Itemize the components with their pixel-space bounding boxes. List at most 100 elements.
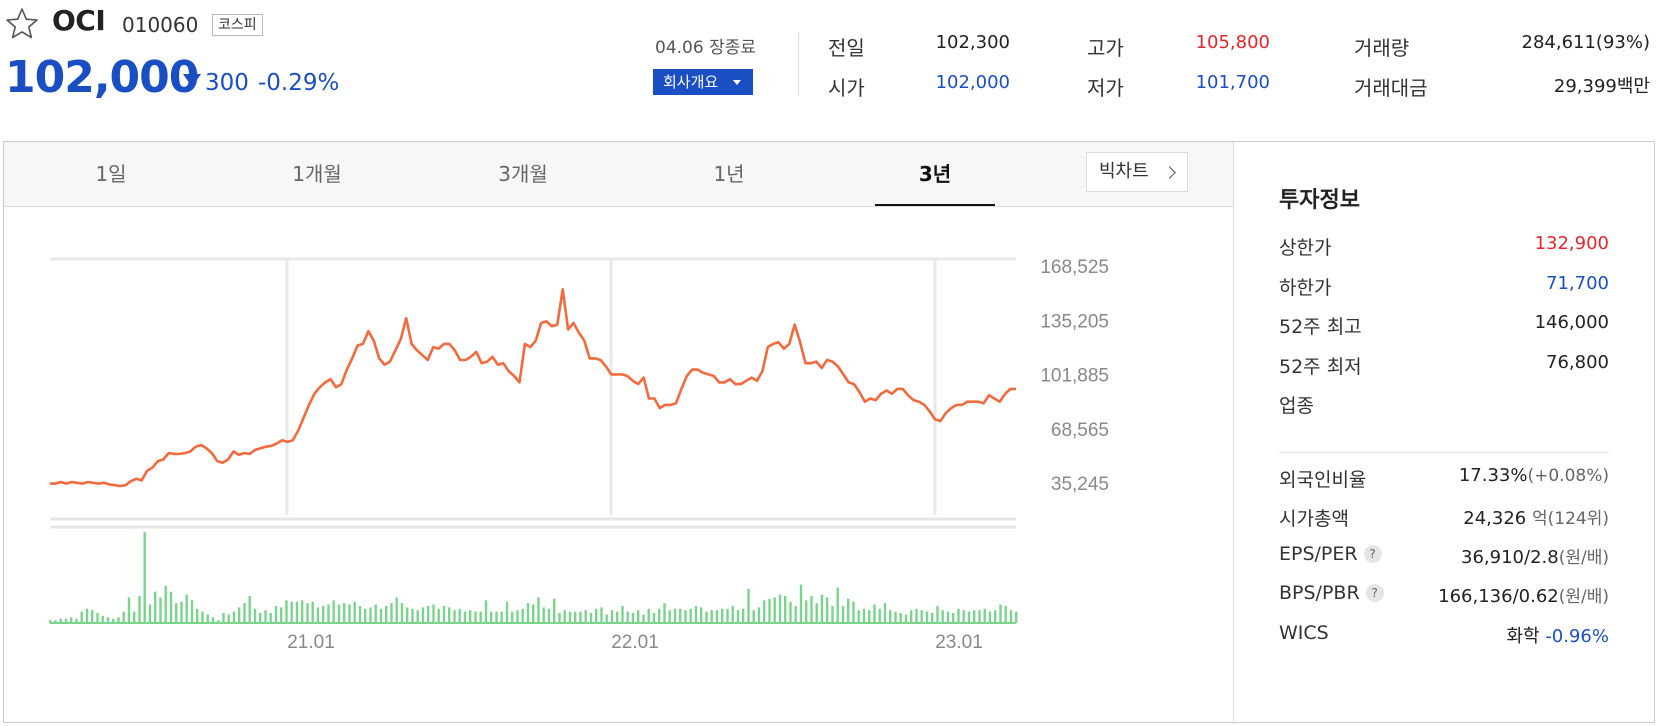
volume-bar [915,608,918,623]
bps-pbr-label: BPS/PBR [1279,582,1360,604]
volume-bar [169,591,173,623]
volume-bar [280,607,283,623]
chart-panel: 1일 1개월 3개월 1년 3년 빅차트 168,525 135,205 101,8… [3,141,1655,723]
wics-change: -0.96% [1545,626,1609,647]
volume-bar [757,607,761,623]
volume-bar [437,608,440,623]
eps-per-value: 36,910/2.8(원/배) [1461,543,1609,568]
volume-bar [458,608,461,623]
eps-per-unit: (원/배) [1558,548,1609,568]
volume-bar [537,597,540,623]
y-tick-label: 101,885 [1040,366,1109,387]
volume-bar [301,600,304,624]
volume-bar [248,596,251,623]
volume-bar [605,614,608,623]
volume-bar [353,601,356,623]
volume-bar [400,603,404,623]
volume-bar [269,613,272,623]
volume-bar [54,620,57,623]
volume-bar [988,611,992,623]
tab-3year[interactable]: 3년 [875,142,995,206]
volume-bar [521,608,524,623]
volume-bar [574,611,577,623]
foreign-ratio-value: 17.33%(+0.08%) [1459,465,1609,486]
volume-bar [175,603,178,623]
volume-bar [595,608,598,623]
52w-high-value: 146,000 [1534,312,1609,333]
volume-bar [600,607,603,623]
volume-bar [647,608,650,623]
volume-bar [453,610,456,623]
52w-low-row: 52주 최저 76,800 [1279,352,1609,382]
volume-bar [133,611,136,623]
volume-bar [206,614,209,623]
volume-bar [64,618,68,623]
help-question-icon[interactable]: ? [1365,584,1384,602]
price-change: 300 [205,70,249,96]
panel-divider [1233,142,1234,722]
volume-bar [705,611,708,623]
volume-bar [127,597,131,623]
tab-3month[interactable]: 3개월 [498,162,548,186]
tab-1year[interactable]: 1년 [713,162,745,186]
volume-bar [952,613,955,623]
volume-bar [584,610,587,623]
volume-bar [558,613,561,623]
volume-bar [70,617,73,623]
volume-bar [337,604,341,623]
bps-pbr-value: 166,136/0.62(원/배) [1438,582,1609,607]
volume-bar [96,613,99,623]
volume-bar [311,601,314,623]
header-divider [798,33,799,96]
volume-bar [327,604,330,623]
bps-pbr-label-wrap: BPS/PBR? [1279,582,1384,604]
volume-bar [747,588,750,623]
bigchart-button[interactable]: 빅차트 [1086,152,1188,192]
market-cap-unit: 억 [1532,509,1548,529]
volume-bar [826,597,829,623]
volume-bar [385,605,388,623]
amount-value: 29,399백만 [1553,76,1650,97]
company-info-button[interactable]: 회사개요 [653,69,753,95]
volume-bar [962,610,965,623]
volume-bar [259,613,262,623]
volume-bar [122,611,125,623]
market-status: 04.06 장종료 [655,38,756,58]
volume-bar [238,607,241,623]
volume-bar [390,603,393,623]
help-question-icon[interactable]: ? [1363,545,1382,563]
volume-bar [164,586,167,623]
volume-bar [815,603,818,623]
volume-bar [274,605,278,623]
volume-bar [946,611,950,623]
volume-value: 284,611(93%) [1521,32,1651,53]
volume-bar [516,610,519,623]
foreign-ratio-row: 외국인비율 17.33%(+0.08%) [1279,465,1609,495]
volume-bar [983,608,986,623]
favorite-star-icon[interactable] [4,6,40,42]
volume-bar [264,610,267,623]
eps-per-row: EPS/PER? 36,910/2.8(원/배) [1279,543,1609,573]
current-price: 102,000 [5,52,199,103]
volume-bar [526,603,530,623]
foreign-ratio-change: (+0.08%) [1527,466,1609,486]
volume-bar [222,613,225,623]
volume-bar [931,613,934,623]
volume-bar [642,614,645,623]
volume-bar [799,584,803,623]
volume-bar [117,617,120,623]
tab-1day[interactable]: 1일 [95,162,127,186]
volume-bar [295,601,299,623]
volume-bar [1015,611,1018,623]
stock-code: 010060 [122,13,199,37]
y-tick-label: 168,525 [1040,257,1109,278]
tab-1month[interactable]: 1개월 [292,162,342,186]
volume-bar [59,618,62,623]
volume-bar [369,607,372,623]
volume-bar [894,611,897,623]
volume-bar [500,611,503,623]
eps-per-label: EPS/PER [1279,543,1358,565]
price-change-pct: -0.29% [258,70,340,96]
x-tick-label: 22.01 [611,632,659,653]
volume-bar [899,613,902,623]
